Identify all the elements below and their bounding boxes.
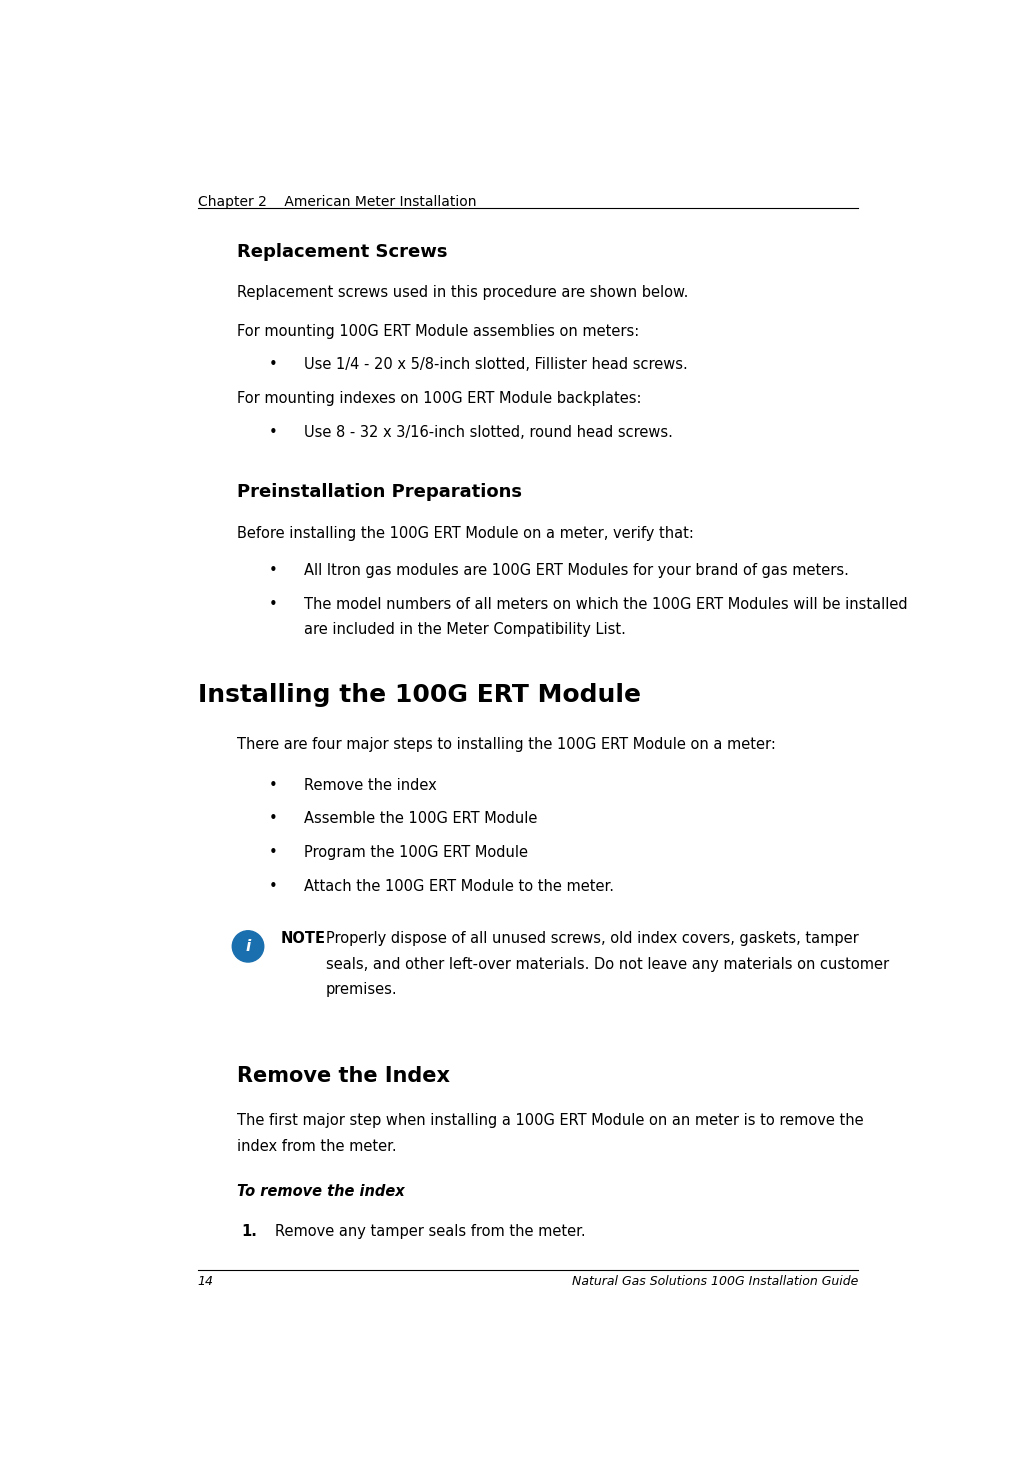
Text: •: • — [268, 845, 277, 860]
Text: Before installing the 100G ERT Module on a meter, verify that:: Before installing the 100G ERT Module on… — [236, 526, 694, 542]
Text: Preinstallation Preparations: Preinstallation Preparations — [236, 483, 522, 501]
Text: are included in the Meter Compatibility List.: are included in the Meter Compatibility … — [303, 622, 625, 637]
Text: To remove the index: To remove the index — [236, 1184, 405, 1199]
Text: •: • — [268, 564, 277, 578]
Text: Program the 100G ERT Module: Program the 100G ERT Module — [303, 845, 528, 860]
Text: •: • — [268, 778, 277, 793]
Text: Attach the 100G ERT Module to the meter.: Attach the 100G ERT Module to the meter. — [303, 879, 614, 894]
Text: Properly dispose of all unused screws, old index covers, gaskets, tamper: Properly dispose of all unused screws, o… — [326, 930, 859, 946]
Text: Use 8 - 32 x 3/16-inch slotted, round head screws.: Use 8 - 32 x 3/16-inch slotted, round he… — [303, 425, 673, 439]
Text: Remove the index: Remove the index — [303, 778, 436, 793]
Text: NOTE: NOTE — [280, 930, 325, 946]
Text: •: • — [268, 597, 277, 612]
Text: Chapter 2    American Meter Installation: Chapter 2 American Meter Installation — [198, 196, 476, 209]
Text: For mounting 100G ERT Module assemblies on meters:: For mounting 100G ERT Module assemblies … — [236, 324, 639, 339]
Text: index from the meter.: index from the meter. — [236, 1139, 397, 1153]
Text: 14: 14 — [198, 1275, 214, 1288]
Text: premises.: premises. — [326, 983, 398, 997]
Text: Replacement Screws: Replacement Screws — [236, 242, 448, 261]
Text: Installing the 100G ERT Module: Installing the 100G ERT Module — [198, 683, 640, 707]
Text: Use 1/4 - 20 x 5/8-inch slotted, Fillister head screws.: Use 1/4 - 20 x 5/8-inch slotted, Fillist… — [303, 358, 687, 372]
Text: Natural Gas Solutions 100G Installation Guide: Natural Gas Solutions 100G Installation … — [572, 1275, 859, 1288]
Text: There are four major steps to installing the 100G ERT Module on a meter:: There are four major steps to installing… — [236, 737, 775, 752]
Text: •: • — [268, 425, 277, 439]
Text: •: • — [268, 812, 277, 826]
Ellipse shape — [232, 931, 264, 962]
Text: i: i — [246, 939, 251, 953]
Text: seals, and other left-over materials. Do not leave any materials on customer: seals, and other left-over materials. Do… — [326, 956, 889, 971]
Text: Remove any tamper seals from the meter.: Remove any tamper seals from the meter. — [275, 1223, 586, 1240]
Text: All Itron gas modules are 100G ERT Modules for your brand of gas meters.: All Itron gas modules are 100G ERT Modul… — [303, 564, 849, 578]
Text: For mounting indexes on 100G ERT Module backplates:: For mounting indexes on 100G ERT Module … — [236, 391, 641, 406]
Text: The first major step when installing a 100G ERT Module on an meter is to remove : The first major step when installing a 1… — [236, 1113, 864, 1127]
Text: •: • — [268, 879, 277, 894]
Text: •: • — [268, 358, 277, 372]
Text: Assemble the 100G ERT Module: Assemble the 100G ERT Module — [303, 812, 537, 826]
Text: The model numbers of all meters on which the 100G ERT Modules will be installed: The model numbers of all meters on which… — [303, 597, 907, 612]
Text: Replacement screws used in this procedure are shown below.: Replacement screws used in this procedur… — [236, 285, 688, 301]
Text: 1.: 1. — [241, 1223, 257, 1240]
Text: Remove the Index: Remove the Index — [236, 1066, 450, 1086]
